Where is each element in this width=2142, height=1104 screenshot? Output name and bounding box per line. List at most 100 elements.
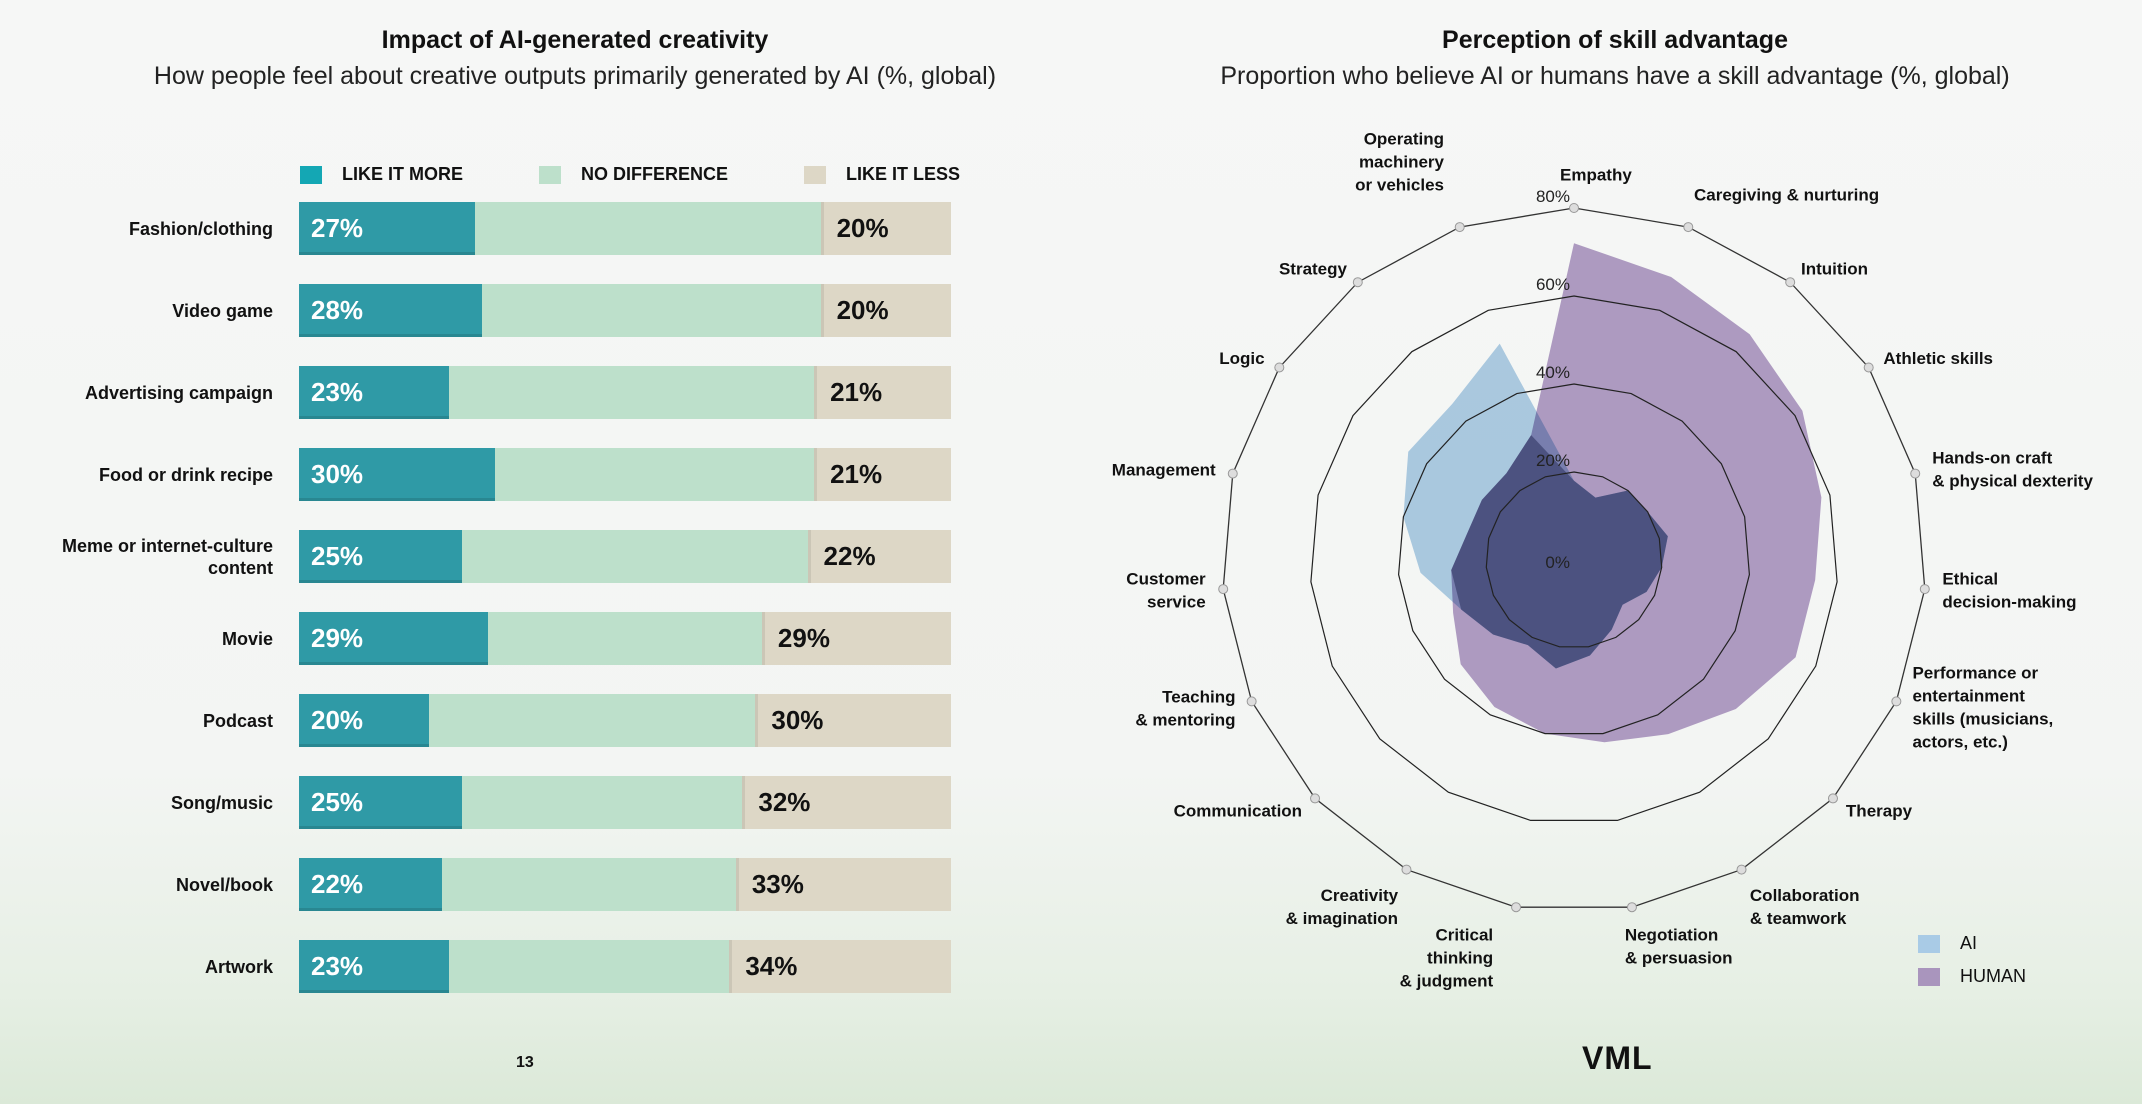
data-label: 23% [311,951,364,981]
data-label: 20% [836,213,889,243]
bar-segment-nodiff [494,448,815,501]
vml-logo: VML [1582,1040,1653,1076]
bar-legend: LIKE IT MORE NO DIFFERENCE LIKE IT LESS [300,164,960,185]
bar-chart-title: Impact of AI-generated creativity [381,26,769,54]
bar-segment-nodiff [488,612,762,665]
data-label: 23% [311,377,364,407]
stacked-bar: 30% 21% [299,448,951,501]
axis-label: Negotiation & persuasion [1625,926,1733,968]
bar-segment-less: 21% [814,448,951,501]
axis-marker [1227,468,1238,479]
data-label: 32% [758,787,811,817]
bar-segment-more: 29% [299,612,489,665]
data-label: 25% [311,541,364,571]
axis-marker [1683,222,1694,233]
data-label: 29% [311,623,364,653]
bar-segment-more: 27% [299,202,476,255]
radar-legend: AI HUMAN [1918,933,2026,987]
tick-label: 60% [1536,275,1570,294]
stacked-bar: 29% 29% [299,612,951,665]
data-label: 30% [311,459,364,489]
series-overlap-area [1451,435,1668,669]
legend-item-human: HUMAN [1918,966,2026,987]
stacked-bar: 23% 34% [299,940,951,993]
axis-label: Teaching & mentoring [1135,687,1235,729]
stacked-bar: 25% 32% [299,776,951,829]
data-label: 20% [311,705,364,735]
radar-chart-subtitle: Proportion who believe AI or humans have… [1220,62,2010,90]
bar-row: Novel/book 22% 33% [0,858,960,911]
data-label: 25% [311,787,364,817]
bar-segment-less: 32% [742,776,951,829]
axis-marker [1827,793,1838,804]
bar-segment-more: 20% [299,694,430,747]
axis-label: Athletic skills [1883,349,1993,368]
grid-ring-outer [1222,207,1926,908]
data-label: 28% [311,295,364,325]
axis-label: Caregiving & nurturing [1694,185,1879,204]
axis-label: Logic [1219,349,1264,368]
category-label: Fashion/clothing [129,218,273,239]
page-number: 13 [516,1054,534,1071]
bar-segment-more: 25% [299,776,462,829]
axis-label: Management [1112,460,1216,479]
axis-label: Creativity & imagination [1286,886,1399,928]
bar-segment-less: 29% [761,612,951,665]
axis-label: Intuition [1801,259,1868,278]
grid-ring [1397,383,1751,735]
bar-segment-less: 33% [735,858,951,911]
bar-row: Artwork 23% 34% [0,940,960,993]
axis-label: Performance or entertainment skills (music… [1912,663,2053,751]
axis-marker [1569,203,1579,213]
bar-segment-nodiff [462,776,743,829]
radar-chart-title: Perception of skill advantage [1442,26,1788,54]
stacked-bar: 27% 20% [299,202,951,255]
data-label: 22% [823,541,876,571]
axis-marker [1626,902,1637,913]
bar-segment-more: 23% [299,366,449,419]
axis-label: Critical thinking & judgment [1400,926,1494,991]
data-label: 29% [777,623,830,653]
axis-marker [1218,584,1229,595]
legend-label: LIKE IT LESS [845,164,960,184]
axis-label: Therapy [1846,801,1913,820]
axis-marker [1736,864,1747,875]
bar-segment-more: 28% [299,284,482,337]
bar-chart-subtitle: How people feel about creative outputs p… [153,62,997,90]
bar-segment-nodiff [442,858,736,911]
grid-ring [1310,295,1838,821]
bar-row: Meme or internet-culture content 25% 22% [0,530,960,583]
bar-segment-less: 30% [755,694,951,747]
bar-segment-nodiff [448,940,730,993]
stacked-bar: 25% 22% [299,530,951,583]
axis-label: Customer service [1126,570,1206,612]
legend-swatch [300,165,322,184]
legend-swatch [1918,934,1940,953]
bar-segment-less: 20% [820,202,951,255]
legend-swatch [803,165,826,184]
bar-row: Video game 28% 20% [0,284,960,337]
axis-label: Communication [1174,801,1302,820]
stacked-bar: 22% 33% [299,858,951,911]
bar-segment-nodiff [429,694,756,747]
axis-marker [1310,793,1321,804]
bar-segment-less: 20% [820,284,951,337]
axis-label: Ethical decision-making [1942,570,2076,612]
tick-label: 80% [1536,187,1570,206]
axis-label: Empathy [1560,165,1632,184]
legend-label: LIKE IT MORE [342,164,463,184]
category-label: Food or drink recipe [98,464,273,485]
category-label: Movie [221,628,273,649]
category-label: Artwork [204,956,273,977]
bar-segment-more: 30% [299,448,495,501]
grid-ring [1485,471,1663,648]
stacked-bar: 28% 20% [299,284,951,337]
stacked-bar: 20% 30% [299,694,951,747]
bar-segment-nodiff [481,284,821,337]
bar-row: Song/music 25% 32% [0,776,960,829]
data-label: 27% [311,213,364,243]
category-label: Video game [172,300,273,321]
legend-swatch [538,165,561,184]
bar-segment-nodiff [475,202,821,255]
axis-marker [1352,277,1363,288]
